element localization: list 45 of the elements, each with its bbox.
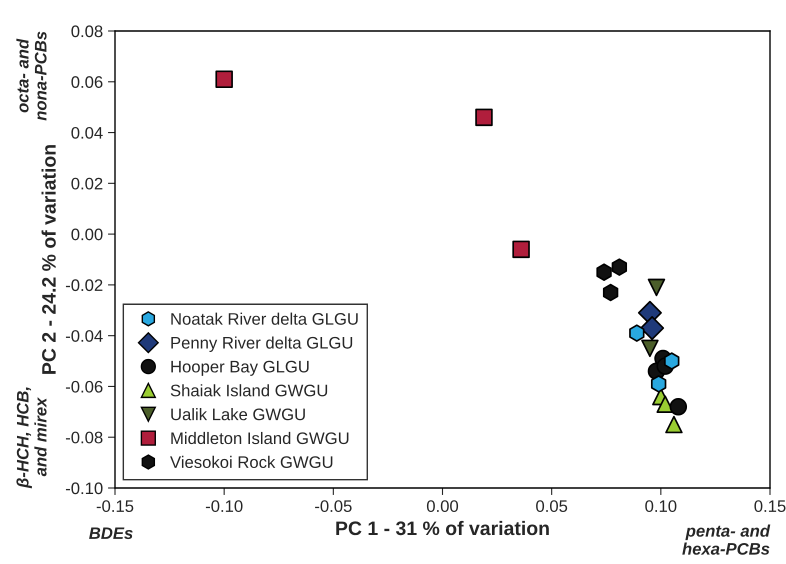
x-tick-label: 0.15 <box>754 500 786 512</box>
point <box>650 375 666 393</box>
x-tick-label: 0.10 <box>645 500 676 512</box>
x-axis-title: PC 1 - 31 % of variation <box>336 520 549 536</box>
y-tick-label: 0.06 <box>71 76 102 88</box>
point <box>602 284 618 302</box>
point <box>641 340 659 358</box>
point <box>512 240 530 258</box>
y-tick-label: 0.00 <box>71 228 103 240</box>
legend-label: Penny River delta GLGU <box>171 336 352 352</box>
x-tick-label: -0.05 <box>315 500 352 512</box>
text: penta- and hexa-PCBs <box>682 524 770 555</box>
y-tick-label: 0.08 <box>71 25 102 38</box>
point <box>596 263 612 281</box>
legend-label: Hooper Bay GLGU <box>171 360 309 376</box>
y-tick-label: 0.04 <box>71 126 103 139</box>
legend-label: Ualik Lake GWGU <box>171 408 305 420</box>
legend-label: Noatak River delta GLGU <box>171 312 358 325</box>
x-tick-label: -0.10 <box>206 500 243 512</box>
y-tick-label: -0.02 <box>66 279 102 292</box>
point <box>670 398 688 416</box>
y-tick-label: -0.08 <box>66 432 102 444</box>
point <box>664 352 680 370</box>
point <box>612 258 628 276</box>
point <box>640 316 664 340</box>
y-tick-label: -0.04 <box>66 330 103 342</box>
x-tick-label: 0.00 <box>426 500 458 512</box>
y-tick-label: -0.06 <box>66 380 102 393</box>
point <box>215 70 233 88</box>
point <box>475 108 493 126</box>
y-tick-label: -0.10 <box>66 482 103 494</box>
point <box>629 324 645 342</box>
x-tick-label: 0.05 <box>536 500 568 512</box>
text: β-HCH, HCB, and mirex <box>16 387 47 488</box>
y-axis-title: PC 2 - 24.2 % of variation <box>42 145 56 374</box>
legend-label: Middleton Island GWGU <box>171 432 348 444</box>
y-tick-label: 0.02 <box>71 178 102 190</box>
text: octa- and nona-PCBs <box>16 32 47 121</box>
point <box>656 395 674 413</box>
point <box>648 278 666 296</box>
point <box>665 416 683 434</box>
x-tick-label: -0.15 <box>96 500 134 512</box>
legend-label: Shaiak Island GWGU <box>170 384 328 396</box>
legend-label: Viesokoi Rock GWGU <box>170 456 332 468</box>
text: BDEs <box>89 527 133 540</box>
